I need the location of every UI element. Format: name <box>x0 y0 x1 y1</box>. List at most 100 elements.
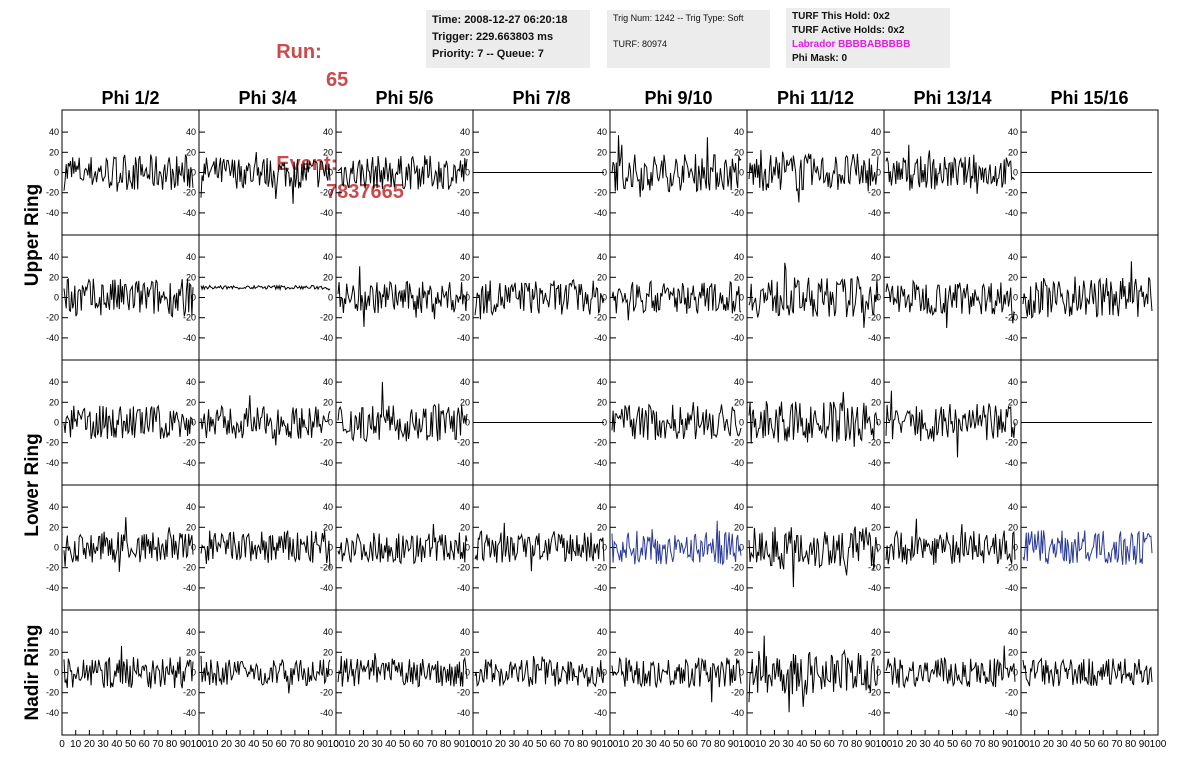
y-tick-label: -40 <box>868 208 881 218</box>
priority-text: Priority: 7 -- Queue: 7 <box>432 48 544 60</box>
y-tick-label: 0 <box>876 418 881 428</box>
x-tick-label: 50 <box>810 739 822 750</box>
y-tick-label: -20 <box>320 563 333 573</box>
y-tick-label: 20 <box>186 647 196 657</box>
y-tick-label: 40 <box>49 377 59 387</box>
waveform-r3-c6 <box>748 391 879 447</box>
y-tick-label: -40 <box>320 333 333 343</box>
y-tick-label: -20 <box>1005 563 1018 573</box>
waveform-r4-c2 <box>200 530 331 569</box>
x-tick-label: 100 <box>876 739 893 750</box>
x-tick-label: 60 <box>276 739 288 750</box>
panel-frame-r5-c5 <box>609 609 748 736</box>
y-tick-label: 40 <box>597 252 607 262</box>
y-tick-label: 20 <box>49 522 59 532</box>
waveform-r4-c6 <box>748 526 879 588</box>
waveform-r1-c1 <box>63 153 194 192</box>
y-tick-label: 40 <box>597 377 607 387</box>
y-tick-label: -40 <box>457 208 470 218</box>
y-tick-label: 20 <box>734 397 744 407</box>
y-tick-label: -40 <box>457 333 470 343</box>
y-tick-label: 40 <box>1008 127 1018 137</box>
x-tick-label: 0 <box>744 739 750 750</box>
x-tick-label: 70 <box>837 739 849 750</box>
y-tick-label: 20 <box>323 647 333 657</box>
x-tick-label: 30 <box>235 739 247 750</box>
waveform-r1-c6 <box>748 149 879 203</box>
y-tick-label: 40 <box>323 377 333 387</box>
y-tick-label: 40 <box>323 627 333 637</box>
x-tick-label: 0 <box>333 739 339 750</box>
y-tick-label: 20 <box>323 272 333 282</box>
y-tick-label: 0 <box>465 293 470 303</box>
y-tick-label: 20 <box>734 647 744 657</box>
x-tick-label: 30 <box>372 739 384 750</box>
y-tick-label: -20 <box>320 688 333 698</box>
y-tick-label: 0 <box>191 668 196 678</box>
turf-info-box: TURF This Hold: 0x2 TURF Active Holds: 0… <box>786 8 950 68</box>
y-tick-label: 40 <box>323 127 333 137</box>
x-tick-label: 10 <box>207 739 219 750</box>
x-tick-label: 10 <box>1029 739 1041 750</box>
x-tick-label: 0 <box>59 739 65 750</box>
x-tick-label: 40 <box>522 739 534 750</box>
y-tick-label: 0 <box>602 168 607 178</box>
y-tick-label: 20 <box>460 647 470 657</box>
y-tick-label: 0 <box>328 543 333 553</box>
y-tick-label: -40 <box>320 708 333 718</box>
x-tick-label: 60 <box>413 739 425 750</box>
y-tick-label: -40 <box>46 583 59 593</box>
y-tick-label: 0 <box>191 543 196 553</box>
y-tick-label: -20 <box>320 438 333 448</box>
y-tick-label: 40 <box>734 127 744 137</box>
waveform-r5-c7 <box>885 645 1016 689</box>
x-tick-label: 60 <box>139 739 151 750</box>
y-tick-label: 0 <box>465 543 470 553</box>
x-tick-label: 60 <box>961 739 973 750</box>
y-tick-label: 0 <box>602 543 607 553</box>
y-tick-label: -20 <box>320 188 333 198</box>
waveform-r4-c3 <box>337 523 468 565</box>
run-value: 65 <box>326 69 349 91</box>
x-tick-label: 90 <box>180 739 192 750</box>
x-tick-label: 80 <box>303 739 315 750</box>
x-tick-label: 10 <box>892 739 904 750</box>
y-tick-label: 20 <box>460 522 470 532</box>
y-tick-label: 40 <box>49 627 59 637</box>
y-tick-label: 40 <box>1008 377 1018 387</box>
x-tick-label: 70 <box>1111 739 1123 750</box>
y-tick-label: -20 <box>594 563 607 573</box>
y-tick-label: 20 <box>871 272 881 282</box>
x-tick-label: 100 <box>1150 739 1167 750</box>
y-tick-label: 20 <box>597 272 607 282</box>
x-tick-label: 0 <box>1018 739 1024 750</box>
y-tick-label: -20 <box>731 563 744 573</box>
row-label-3: Nadir Ring <box>22 624 43 720</box>
waveform-r1-c5 <box>611 135 742 198</box>
y-tick-label: 20 <box>597 147 607 157</box>
waveform-r3-c5 <box>611 402 742 441</box>
y-tick-label: 20 <box>734 272 744 282</box>
y-tick-label: 20 <box>49 147 59 157</box>
y-tick-label: -40 <box>183 583 196 593</box>
x-tick-label: 100 <box>1013 739 1030 750</box>
y-tick-label: -20 <box>46 188 59 198</box>
y-tick-label: 40 <box>1008 252 1018 262</box>
y-tick-label: 40 <box>186 627 196 637</box>
waveform-r3-c7 <box>885 390 1016 458</box>
y-tick-label: 0 <box>465 668 470 678</box>
y-tick-label: 40 <box>734 377 744 387</box>
x-tick-label: 10 <box>755 739 767 750</box>
y-tick-label: 40 <box>597 127 607 137</box>
panel-frame-r5-c6 <box>746 609 885 736</box>
y-tick-label: 20 <box>871 522 881 532</box>
y-tick-label: -20 <box>594 688 607 698</box>
y-tick-label: 0 <box>739 293 744 303</box>
column-header-5: Phi 9/10 <box>644 88 712 108</box>
x-tick-label: 20 <box>221 739 233 750</box>
y-tick-label: -20 <box>1005 188 1018 198</box>
x-tick-label: 50 <box>673 739 685 750</box>
x-tick-label: 30 <box>783 739 795 750</box>
x-tick-label: 80 <box>851 739 863 750</box>
y-tick-label: 40 <box>734 502 744 512</box>
